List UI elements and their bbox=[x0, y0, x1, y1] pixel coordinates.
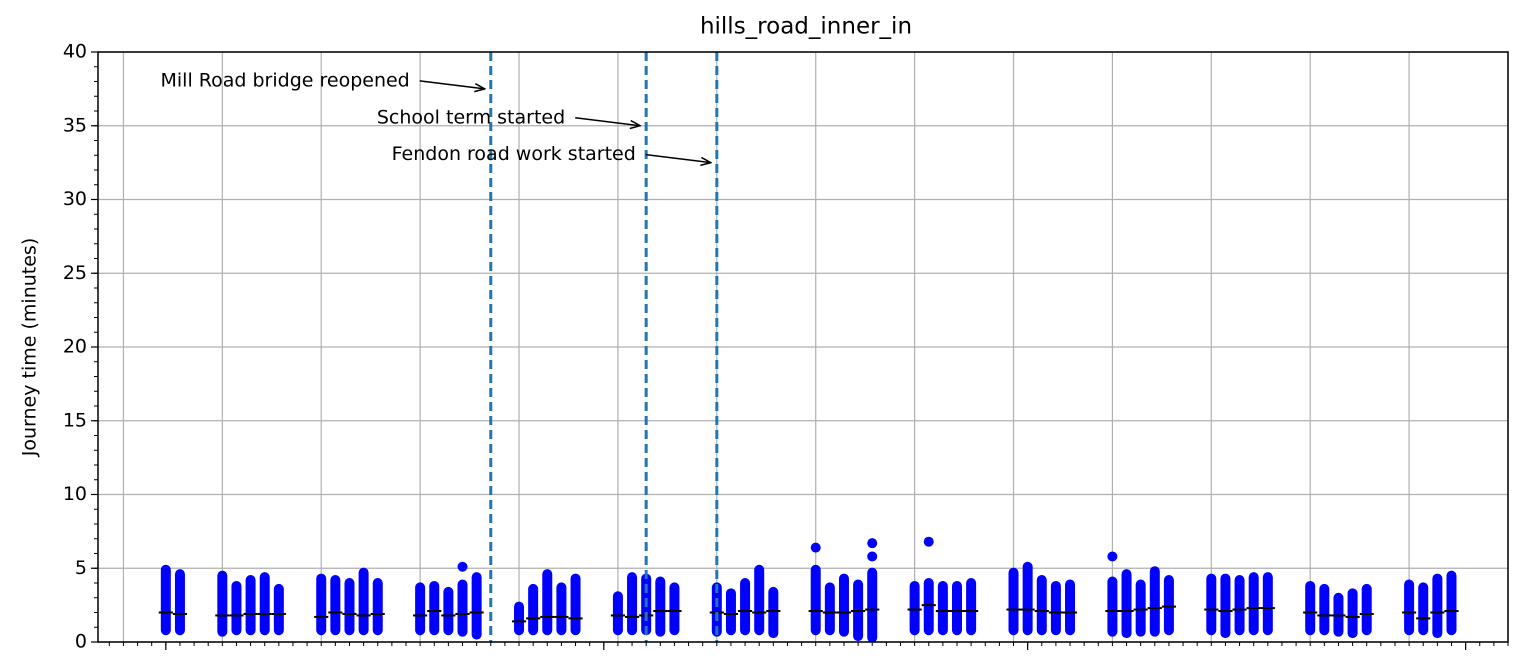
point-column bbox=[824, 582, 835, 636]
point-column bbox=[1107, 576, 1118, 637]
point-column bbox=[1206, 573, 1217, 636]
point-column bbox=[1404, 579, 1415, 636]
y-tick-label: 35 bbox=[63, 114, 87, 136]
y-tick-label: 30 bbox=[63, 188, 87, 210]
point-column bbox=[514, 601, 525, 636]
point-column bbox=[966, 578, 977, 636]
outlier-point bbox=[1107, 551, 1118, 562]
outlier-point bbox=[810, 542, 821, 553]
point-column bbox=[1050, 580, 1061, 636]
outlier-point bbox=[867, 538, 878, 549]
chart-title: hills_road_inner_in bbox=[700, 14, 912, 40]
point-column bbox=[1361, 583, 1372, 636]
point-column bbox=[330, 575, 341, 636]
point-column bbox=[1022, 561, 1033, 636]
point-column bbox=[528, 583, 539, 636]
point-column bbox=[1248, 572, 1259, 636]
point-column bbox=[909, 580, 920, 636]
point-column bbox=[358, 567, 369, 636]
point-column bbox=[556, 582, 567, 636]
point-column bbox=[245, 575, 256, 636]
point-column bbox=[259, 572, 270, 636]
point-column bbox=[372, 578, 383, 636]
point-column bbox=[1234, 575, 1245, 636]
point-column bbox=[754, 564, 765, 636]
point-column bbox=[838, 573, 849, 637]
point-column bbox=[231, 580, 242, 636]
point-column bbox=[740, 578, 751, 636]
point-column bbox=[1432, 573, 1443, 639]
point-column bbox=[810, 564, 821, 636]
point-column bbox=[415, 582, 426, 636]
point-column bbox=[344, 578, 355, 636]
point-column bbox=[1135, 579, 1146, 637]
point-column bbox=[655, 576, 666, 637]
point-column bbox=[711, 582, 722, 637]
annotation-text: School term started bbox=[377, 106, 565, 128]
point-column bbox=[160, 564, 171, 636]
annotation-arrow bbox=[645, 153, 711, 163]
annotation-arrow bbox=[419, 80, 485, 89]
y-axis-label: Journey time (minutes) bbox=[19, 238, 41, 457]
point-column bbox=[1163, 575, 1174, 636]
point-column bbox=[1149, 566, 1160, 637]
point-column bbox=[174, 569, 185, 636]
point-column bbox=[443, 586, 454, 636]
annotation-text: Fendon road work started bbox=[392, 143, 636, 165]
y-tick-label: 10 bbox=[63, 483, 87, 505]
point-column bbox=[1446, 570, 1457, 636]
point-column bbox=[316, 573, 327, 636]
plot-frame bbox=[97, 51, 1509, 643]
point-column bbox=[612, 591, 623, 636]
y-tick-label: 40 bbox=[63, 41, 87, 63]
point-column bbox=[669, 582, 680, 636]
annotation-arrow bbox=[575, 117, 640, 126]
annotation-text: Mill Road bridge reopened bbox=[161, 69, 410, 91]
y-tick-label: 25 bbox=[63, 262, 87, 284]
point-column bbox=[937, 580, 948, 636]
point-column bbox=[1036, 575, 1047, 636]
point-column bbox=[951, 580, 962, 636]
outlier-point bbox=[867, 551, 878, 562]
point-column bbox=[1008, 567, 1019, 636]
point-column bbox=[1347, 588, 1358, 639]
outlier-point bbox=[923, 536, 934, 547]
point-column bbox=[471, 572, 482, 640]
point-column bbox=[217, 570, 228, 637]
y-tick-label: 5 bbox=[75, 557, 87, 579]
point-column bbox=[1262, 572, 1273, 636]
point-column bbox=[1121, 569, 1132, 639]
point-column bbox=[1305, 580, 1316, 636]
point-column bbox=[923, 578, 934, 636]
outlier-point bbox=[457, 561, 468, 572]
point-column bbox=[1418, 582, 1429, 636]
point-column bbox=[457, 579, 468, 637]
point-column bbox=[542, 569, 553, 636]
point-column bbox=[1220, 573, 1231, 639]
point-column bbox=[725, 588, 736, 636]
point-column bbox=[429, 580, 440, 636]
point-column bbox=[570, 573, 581, 636]
y-tick-label: 20 bbox=[63, 336, 87, 358]
point-column bbox=[627, 572, 638, 636]
point-column bbox=[1319, 583, 1330, 636]
point-column bbox=[273, 583, 284, 636]
point-column bbox=[768, 586, 779, 639]
y-tick-label: 0 bbox=[75, 631, 87, 653]
y-tick-label: 15 bbox=[63, 409, 87, 431]
point-column bbox=[1065, 579, 1076, 636]
point-column bbox=[867, 567, 878, 643]
